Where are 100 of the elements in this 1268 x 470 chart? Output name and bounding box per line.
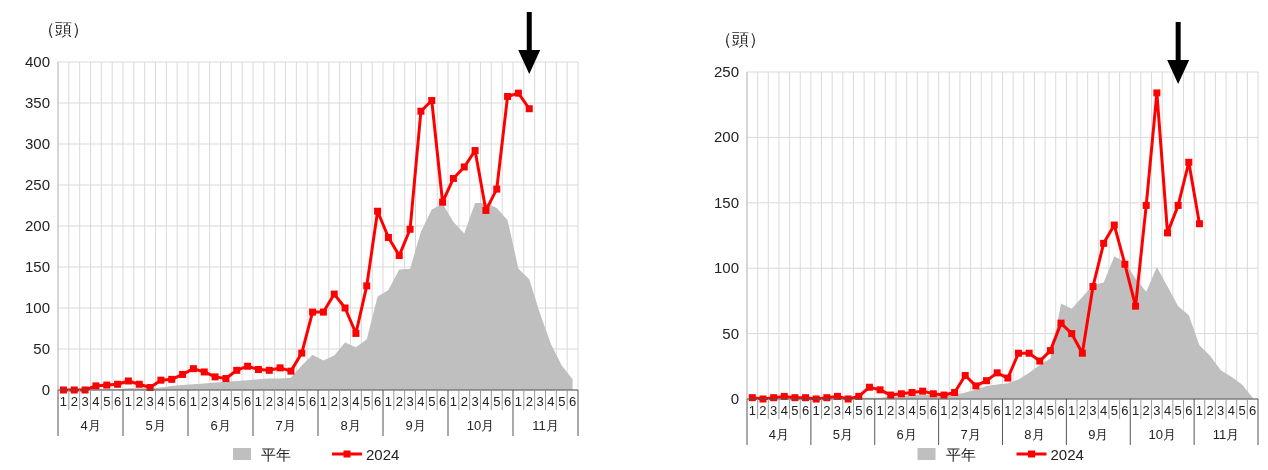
point (1057, 319, 1065, 327)
x-tick-label: 6 (865, 403, 874, 418)
x-tick-label: 1 (1068, 403, 1076, 418)
text: 11月 (532, 418, 559, 433)
text: 10月 (1148, 427, 1176, 442)
x-tick-label: 5 (791, 403, 799, 418)
x-tick-label: 6 (1057, 403, 1065, 418)
point (168, 375, 176, 383)
x-tick-label: 2 (70, 394, 78, 409)
point (363, 282, 371, 290)
point (972, 382, 980, 390)
point (330, 290, 338, 298)
x-tick-label: 4 (92, 394, 100, 409)
text: 5月 (145, 418, 166, 433)
x-tick-label: 4 (352, 394, 360, 409)
point (1153, 89, 1161, 97)
y-tick-label: 50 (33, 340, 50, 357)
text: 5月 (832, 427, 853, 442)
x-tick-label: 6 (438, 394, 447, 409)
x-tick-label: 2 (823, 403, 831, 418)
x-tick-label: 2 (265, 394, 273, 409)
y-tick-label: 400 (24, 53, 50, 70)
point (406, 225, 414, 233)
y-tick-label: 250 (713, 63, 739, 80)
x-tick-label: 1 (1131, 403, 1140, 418)
x-tick-label: 1 (1004, 403, 1012, 418)
y-tick-label: 250 (24, 176, 50, 193)
point (92, 382, 100, 390)
point (1078, 349, 1086, 357)
x-tick-label: 5 (919, 403, 927, 418)
point (1046, 347, 1054, 355)
x-tick-label: 4 (417, 394, 425, 409)
x-tick-label: 2 (200, 394, 208, 409)
point (395, 252, 403, 260)
point (384, 233, 392, 241)
point (341, 304, 349, 312)
x-tick-label: 6 (993, 403, 1001, 418)
y-tick-label: 150 (24, 258, 50, 275)
point (1142, 201, 1150, 209)
x-tick-label: 5 (233, 394, 241, 409)
point (919, 387, 927, 395)
x-tick-label: 6 (929, 403, 937, 418)
x-tick-label: 5 (493, 394, 501, 409)
x-tick-label: 6 (1121, 403, 1129, 418)
x-tick-label: 2 (330, 394, 338, 409)
y-tick-label: 300 (24, 135, 50, 152)
x-tick-label: 4 (157, 394, 165, 409)
x-tick-label: 3 (897, 403, 905, 418)
x-tick-label: 3 (961, 403, 969, 418)
point (1014, 349, 1022, 357)
x-tick-label: 1 (514, 394, 523, 409)
point (276, 364, 284, 372)
x-tick-label: 3 (81, 394, 89, 409)
x-tick-label: 6 (801, 403, 810, 418)
point (1164, 229, 1172, 237)
x-tick-label: 2 (1142, 403, 1150, 418)
point (983, 377, 991, 385)
point (471, 147, 479, 155)
x-tick-label: 2 (135, 394, 143, 409)
x-tick-label: 4 (222, 394, 230, 409)
point (865, 383, 873, 391)
text: 7月 (275, 418, 296, 433)
point (417, 107, 425, 115)
x-tick-label: 3 (1089, 403, 1097, 418)
x-tick-label: 4 (972, 403, 980, 418)
x-tick-label: 4 (482, 394, 490, 409)
point (460, 163, 468, 171)
x-tick-label: 2 (1014, 403, 1023, 418)
x-tick-label: 6 (568, 394, 577, 409)
x-tick-label: 3 (406, 394, 414, 409)
x-tick-label: 2 (759, 403, 767, 418)
point (265, 366, 273, 374)
point (1068, 330, 1076, 338)
point (200, 368, 208, 376)
x-tick-label: 1 (449, 394, 458, 409)
x-tick-label: 3 (276, 394, 284, 409)
point (1185, 158, 1193, 166)
text: 4月 (80, 418, 101, 433)
y-tick-label: 200 (713, 128, 739, 146)
point (929, 390, 937, 398)
point (428, 97, 436, 105)
point (1174, 201, 1182, 209)
point (103, 381, 111, 389)
x-tick-label: 5 (982, 403, 991, 418)
point (309, 308, 317, 316)
x-tick-label: 4 (1036, 403, 1044, 418)
x-tick-label: 1 (124, 394, 133, 409)
point (908, 388, 916, 396)
point (525, 105, 533, 113)
x-tick-label: 6 (1249, 403, 1257, 418)
x-tick-label: 5 (558, 394, 566, 409)
x-tick-label: 5 (1238, 403, 1246, 418)
point (1110, 221, 1118, 229)
point (1089, 283, 1097, 291)
point (1121, 260, 1129, 268)
y-tick-label: 0 (730, 390, 739, 407)
x-tick-label: 4 (780, 403, 788, 418)
x-tick-label: 4 (1163, 403, 1172, 418)
point (124, 377, 132, 385)
x-tick-label: 3 (471, 394, 479, 409)
